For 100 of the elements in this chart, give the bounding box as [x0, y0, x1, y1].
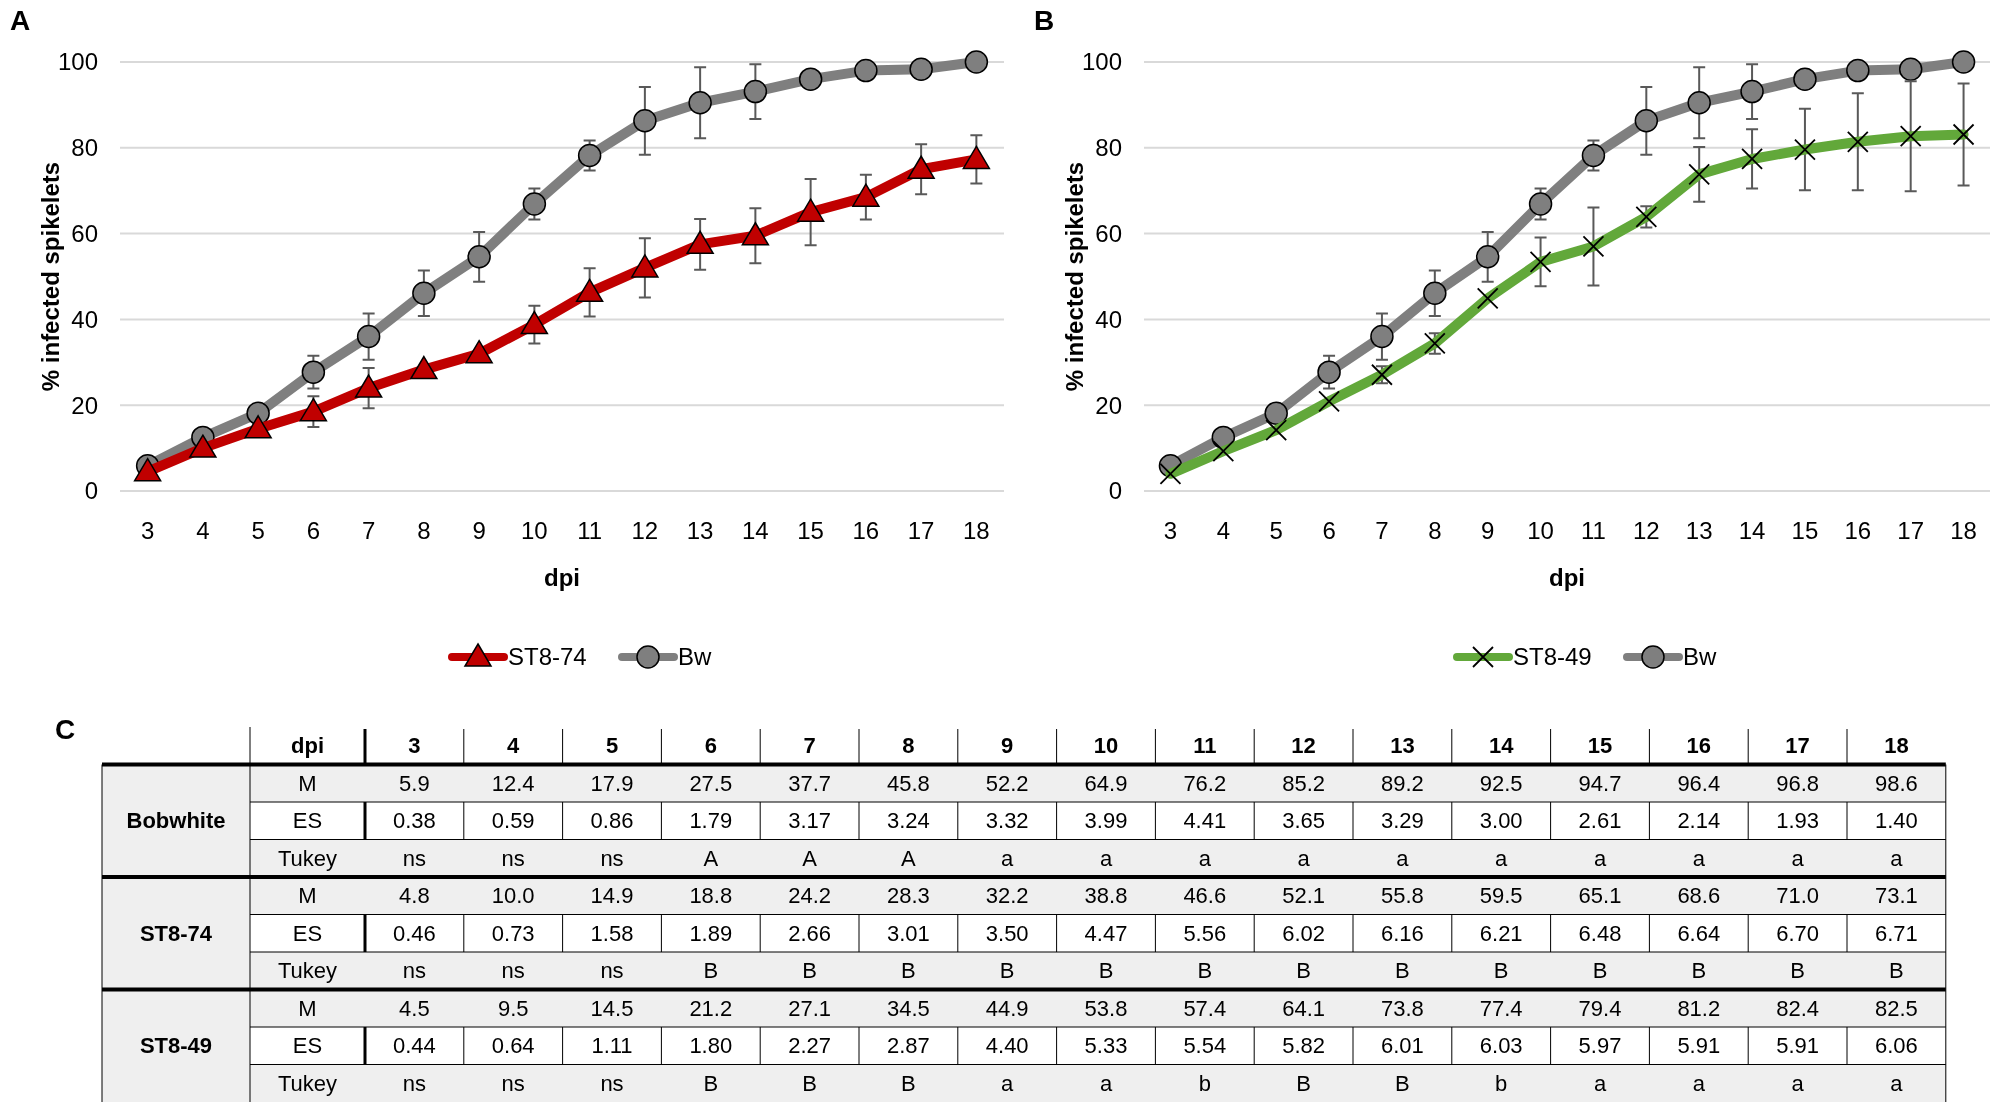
data-label: 2.14 [1677, 808, 1721, 834]
x-tick-label: 13 [1390, 733, 1415, 759]
point [798, 67, 823, 91]
data-label: 1.80 [689, 1033, 733, 1059]
data-label: 96.4 [1677, 770, 1721, 796]
data-label: 92.5 [1479, 770, 1523, 796]
point [465, 339, 493, 364]
point [1528, 192, 1553, 216]
text: a [1593, 845, 1607, 871]
point [852, 183, 880, 207]
data-label: 1.93 [1776, 808, 1820, 834]
point [1793, 67, 1817, 91]
point [1423, 281, 1447, 305]
x-axis-title: dpi [1549, 564, 1585, 592]
text: B [999, 958, 1015, 984]
data-label: 5.56 [1183, 920, 1227, 946]
point [1687, 91, 1711, 115]
data-label: 0.86 [590, 808, 634, 834]
x-tick-label: 13 [686, 517, 714, 545]
data-label: 6.70 [1776, 920, 1820, 946]
x-tick-label: 5 [251, 517, 265, 545]
text: a [1198, 845, 1211, 871]
x-tick-label: 18 [1950, 517, 1977, 545]
x-tick-label: 11 [577, 517, 603, 545]
text: B [1691, 958, 1707, 984]
point [575, 278, 604, 303]
data-label: 5.91 [1776, 1033, 1820, 1059]
data-label: 5.54 [1183, 1033, 1227, 1059]
x-tick-label: 3 [1163, 517, 1178, 545]
text: a [1791, 845, 1804, 871]
y-tick-label: 60 [71, 220, 98, 247]
data-label: 57.4 [1183, 995, 1227, 1021]
y-tick-label: 80 [1095, 134, 1122, 162]
data-label: 0.64 [491, 1033, 535, 1059]
x-tick-label: 17 [1897, 517, 1925, 545]
text: ns [402, 1070, 427, 1096]
data-label: 52.2 [985, 770, 1029, 796]
y-axis-title: % infected spikelets [37, 161, 65, 392]
text: ns [600, 845, 624, 871]
data-label: 6.06 [1874, 1033, 1918, 1059]
data-label: 1.58 [590, 920, 634, 946]
x-tick-label: 4 [1216, 517, 1230, 545]
x-tick-label: 14 [1738, 517, 1766, 545]
text: ns [501, 958, 525, 984]
text: ns [600, 958, 624, 984]
x-tick-label: 11 [1193, 733, 1217, 759]
y-tick-label: ES [292, 1033, 323, 1059]
data-label: 85.2 [1282, 770, 1326, 796]
data-label: 94.7 [1578, 770, 1622, 796]
point [1634, 109, 1659, 133]
data-label: 1.79 [689, 808, 733, 834]
text: B [1296, 1070, 1311, 1096]
y-tick-label: 0 [1108, 477, 1122, 505]
data-label: 14.5 [590, 995, 634, 1021]
data-label: 3.00 [1479, 808, 1523, 834]
text: a [1297, 845, 1310, 871]
data-label: 73.1 [1874, 883, 1918, 909]
data-label: 5.9 [399, 770, 430, 796]
point [189, 434, 217, 458]
x-tick-label: 9 [1001, 733, 1014, 759]
text: A [703, 845, 719, 871]
data-label: 6.16 [1380, 920, 1424, 946]
data-label: 52.1 [1282, 883, 1326, 909]
point [299, 397, 328, 422]
legend-label: ST8-74 [508, 643, 587, 671]
text: a [1890, 845, 1903, 871]
point [301, 360, 326, 384]
x-tick-label: 3 [140, 517, 155, 545]
x-tick-label: 8 [417, 517, 431, 545]
x-tick-label: 9 [472, 517, 486, 545]
point [1264, 401, 1288, 426]
data-label: 1.11 [591, 1033, 633, 1059]
x-tick-label: 6 [1322, 517, 1336, 545]
point [1581, 143, 1606, 168]
point [964, 50, 989, 74]
data-label: 55.8 [1380, 883, 1424, 909]
data-label: 0.59 [491, 808, 535, 834]
data-label: 6.03 [1479, 1033, 1523, 1059]
y-tick-label: ES [292, 808, 323, 834]
x-tick-label: 14 [1488, 733, 1515, 759]
data-label: 2.27 [788, 1033, 832, 1059]
point [631, 254, 659, 278]
x-tick-label: 5 [1269, 517, 1283, 545]
y-tick-label: 60 [1095, 220, 1122, 247]
y-tick-label: 20 [71, 391, 98, 419]
point [577, 143, 602, 168]
x-tick-label: 8 [1428, 517, 1442, 545]
legend-label: Bw [678, 643, 713, 671]
data-label: 27.1 [788, 995, 832, 1021]
text: B [1098, 958, 1114, 984]
x-tick-label: 6 [306, 517, 321, 545]
data-label: 3.99 [1084, 808, 1128, 834]
point [854, 58, 878, 83]
text: B [1889, 958, 1904, 984]
text: a [1890, 1070, 1903, 1096]
point [356, 324, 381, 349]
data-label: 3.01 [886, 920, 930, 946]
x-tick-label: 16 [1844, 517, 1872, 545]
y-tick-label: 40 [1095, 305, 1122, 333]
x-tick-label: 17 [907, 517, 935, 545]
